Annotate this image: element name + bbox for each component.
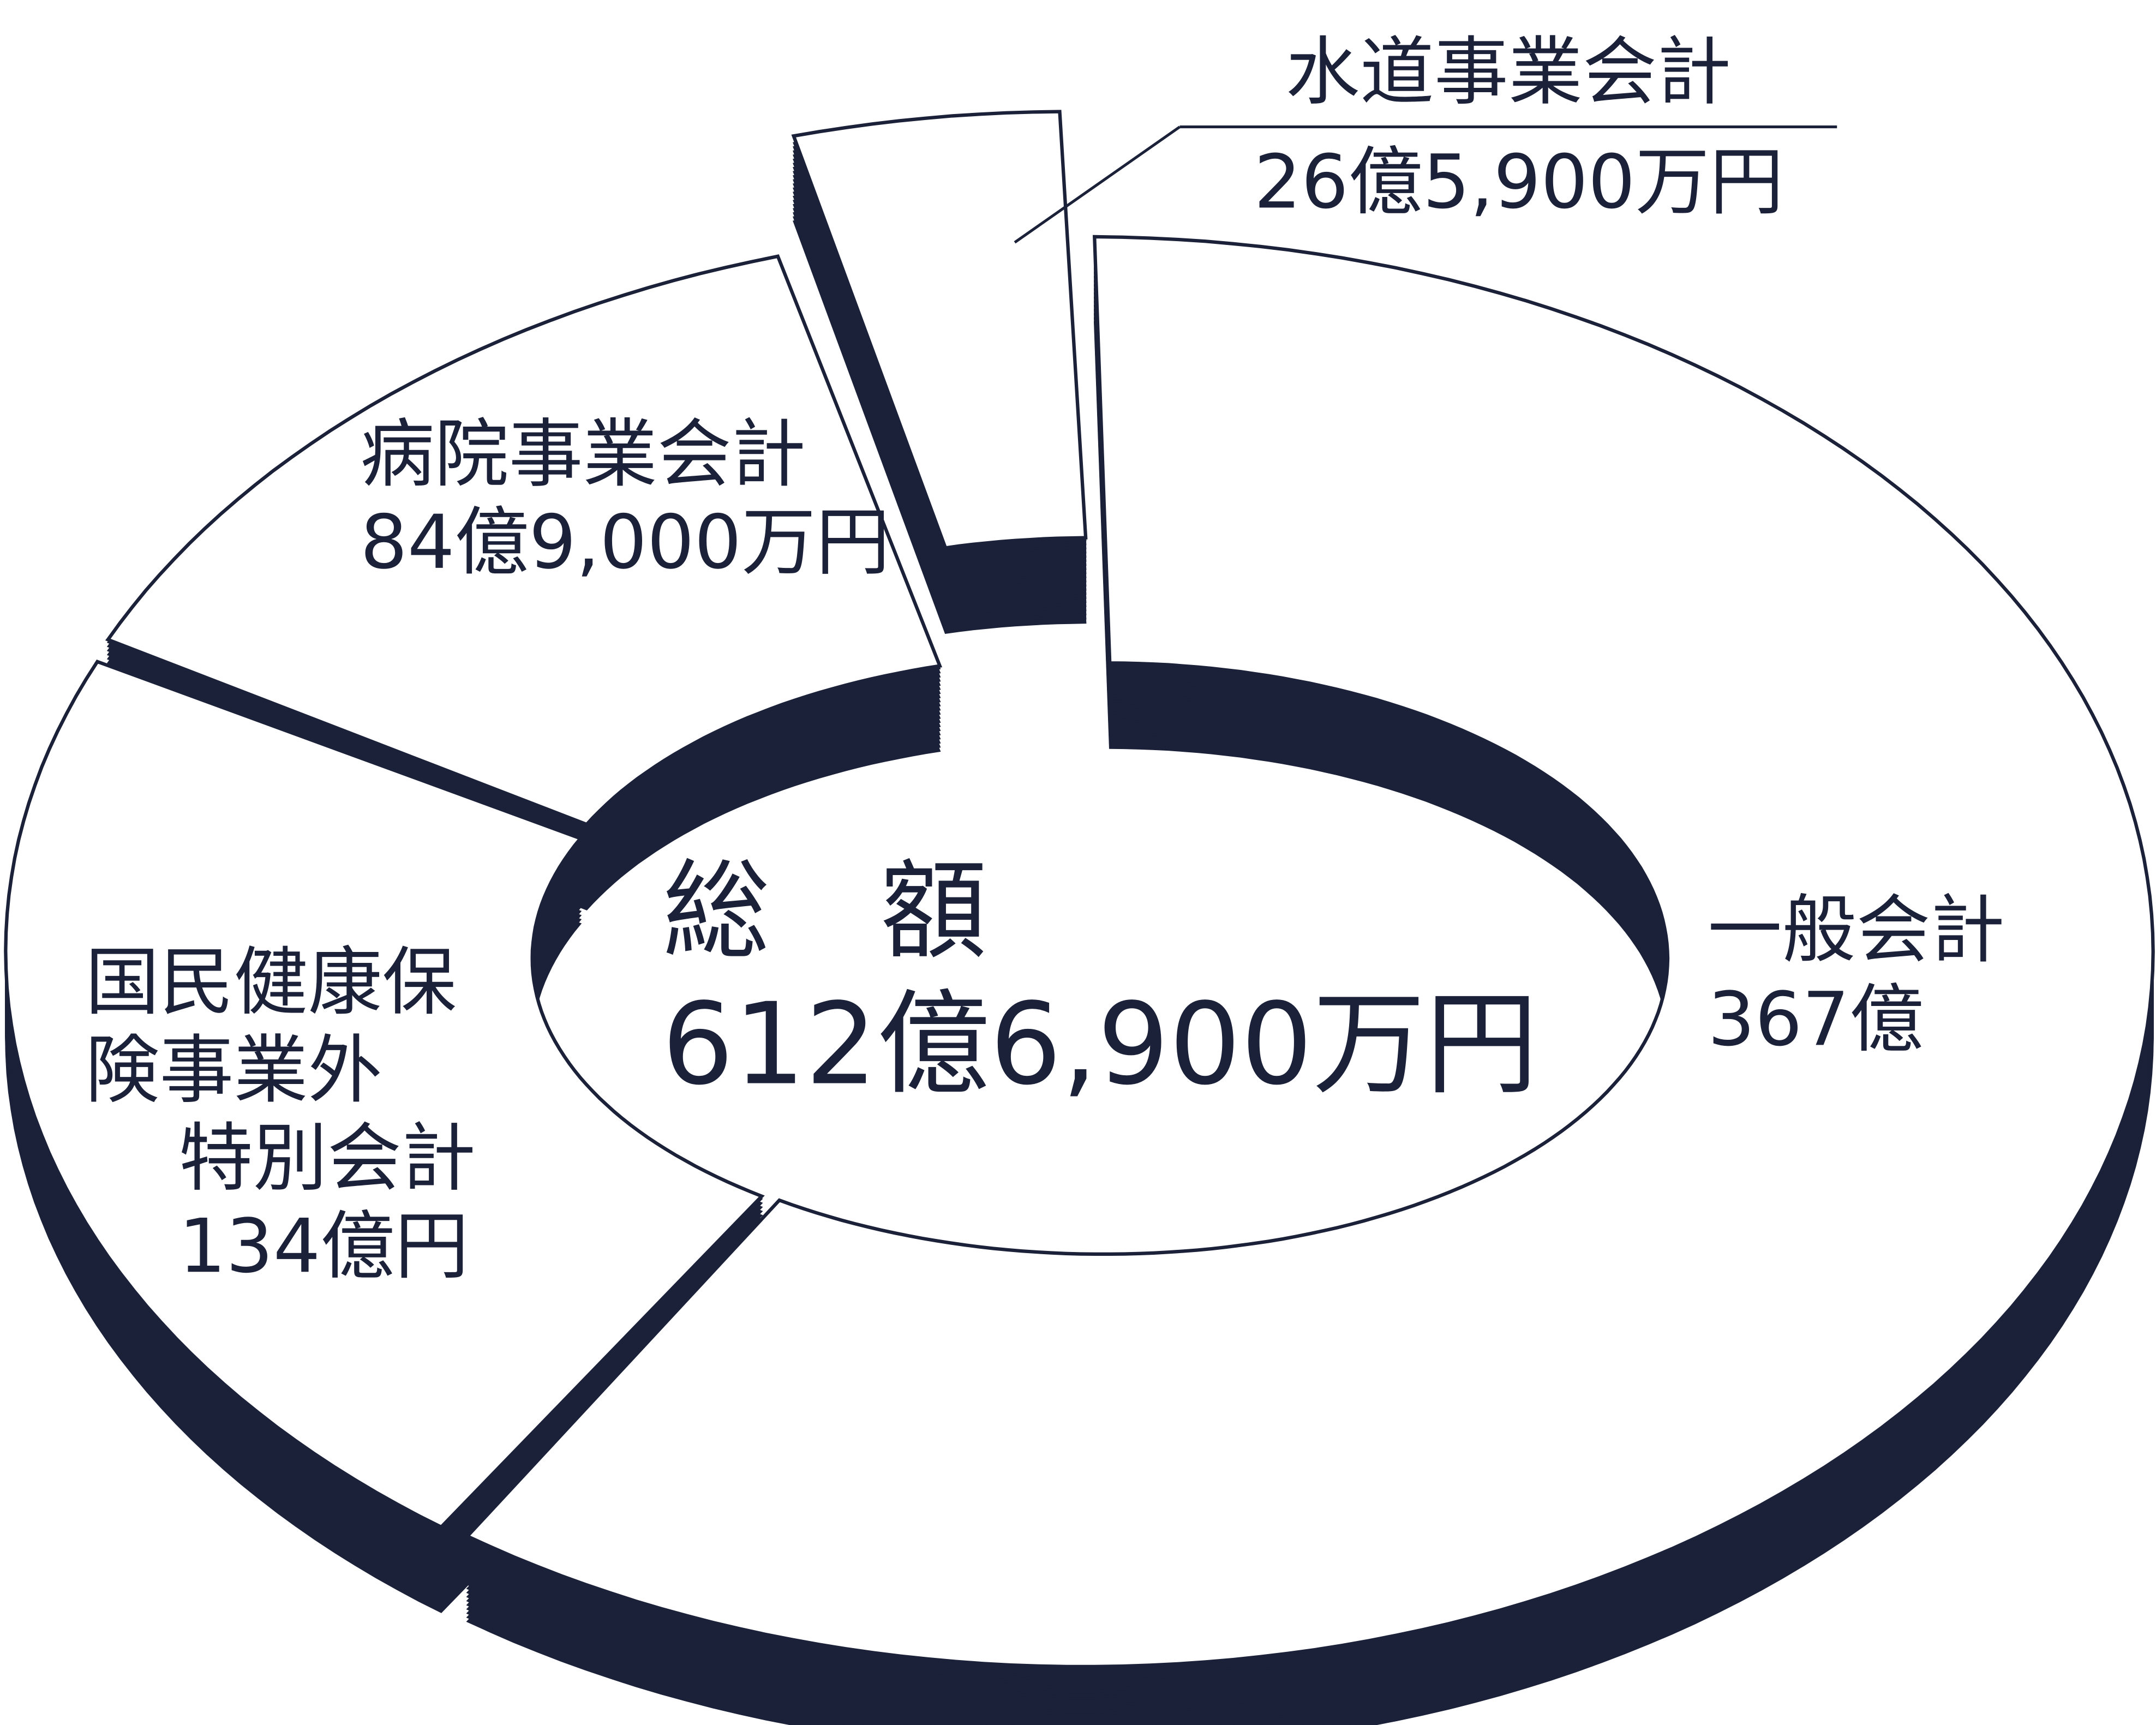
total-label: 612億6,900万円 bbox=[662, 978, 1538, 1110]
label-line: 134億円 bbox=[179, 1203, 469, 1290]
label-line: 険事業外 bbox=[85, 1028, 382, 1114]
label-line: 84億9,000万円 bbox=[360, 500, 890, 586]
slice bbox=[791, 110, 1088, 550]
category-label: 一般会計 bbox=[1708, 888, 2004, 974]
label-line: 367億 bbox=[1708, 977, 1924, 1063]
center-label: 総額 bbox=[663, 849, 1097, 974]
value-label: 134億円 bbox=[179, 1203, 469, 1290]
leader-line bbox=[1014, 125, 1181, 244]
value-label: 26億5,900万円 bbox=[1254, 140, 1784, 226]
category-label: 水道事業会計 bbox=[1286, 29, 1732, 116]
label-line: 特別会計 bbox=[179, 1116, 476, 1202]
label-line: 一般会計 bbox=[1708, 888, 2004, 974]
label-line: 水道事業会計 bbox=[1286, 29, 1732, 116]
value-label: 84億9,000万円 bbox=[360, 500, 890, 586]
slice bbox=[4, 659, 765, 1529]
label-line: 国民健康保 bbox=[85, 939, 456, 1026]
slice bbox=[464, 235, 2155, 1669]
slice bbox=[105, 254, 943, 826]
label-line: 病院事業会計 bbox=[360, 412, 806, 498]
category-label: 病院事業会計 bbox=[360, 412, 806, 498]
donut bbox=[4, 110, 2155, 1725]
label-line: 26億5,900万円 bbox=[1254, 140, 1784, 226]
category-label: 国民健康保険事業外特別会計 bbox=[85, 939, 476, 1202]
value-label: 367億 bbox=[1708, 977, 1924, 1063]
